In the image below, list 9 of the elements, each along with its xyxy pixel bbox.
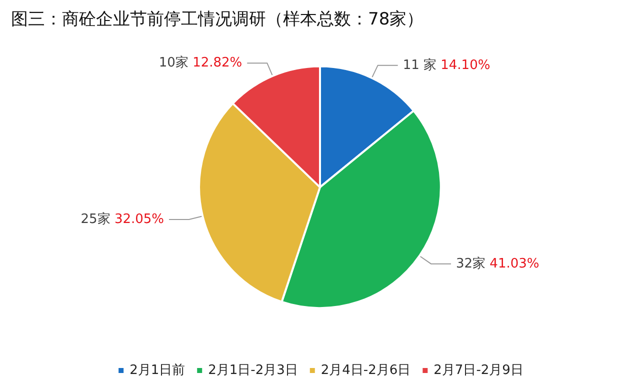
data-label: 25家 32.05%	[80, 210, 164, 227]
legend-label: 2月1日前	[130, 363, 186, 378]
legend-label: 2月4日-2月6日	[320, 363, 411, 378]
data-label: 11 家 14.10%	[402, 56, 490, 73]
data-label: 32家 41.03%	[456, 255, 540, 272]
data-label: 10家 12.82%	[158, 54, 242, 71]
legend-label: 2月1日-2月3日	[208, 363, 298, 378]
legend-label: 2月7日-2月9日	[434, 363, 524, 378]
chart-title: 图三：商砼企业节前停工情况调研（样本总数：78家）	[11, 10, 424, 30]
